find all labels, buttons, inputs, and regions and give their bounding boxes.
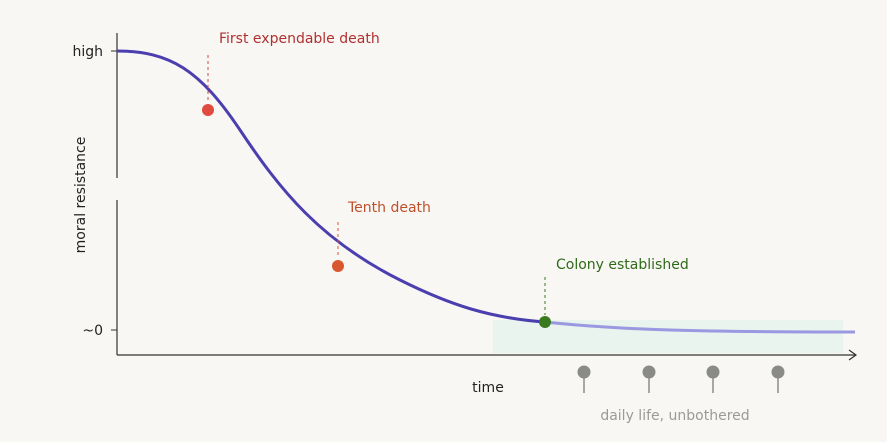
resistance-curve bbox=[116, 49, 546, 324]
x-axis-arrow bbox=[848, 349, 858, 361]
caption: daily life, unbothered bbox=[600, 408, 749, 424]
annotation-label: Tenth death bbox=[347, 200, 431, 216]
annotation-label: Colony established bbox=[556, 257, 689, 273]
y-tick-label: ~0 bbox=[82, 323, 103, 339]
annotation-label: First expendable death bbox=[219, 31, 380, 47]
pins bbox=[577, 365, 785, 393]
settled-region bbox=[493, 320, 843, 353]
event-point bbox=[202, 104, 214, 116]
y-tick-label: high bbox=[72, 44, 103, 60]
y-axis-label: moral resistance bbox=[73, 137, 89, 254]
event-point bbox=[332, 260, 344, 272]
event-point bbox=[539, 316, 551, 328]
x-axis-label: time bbox=[472, 380, 504, 396]
resistance-curve-settled bbox=[544, 320, 856, 334]
